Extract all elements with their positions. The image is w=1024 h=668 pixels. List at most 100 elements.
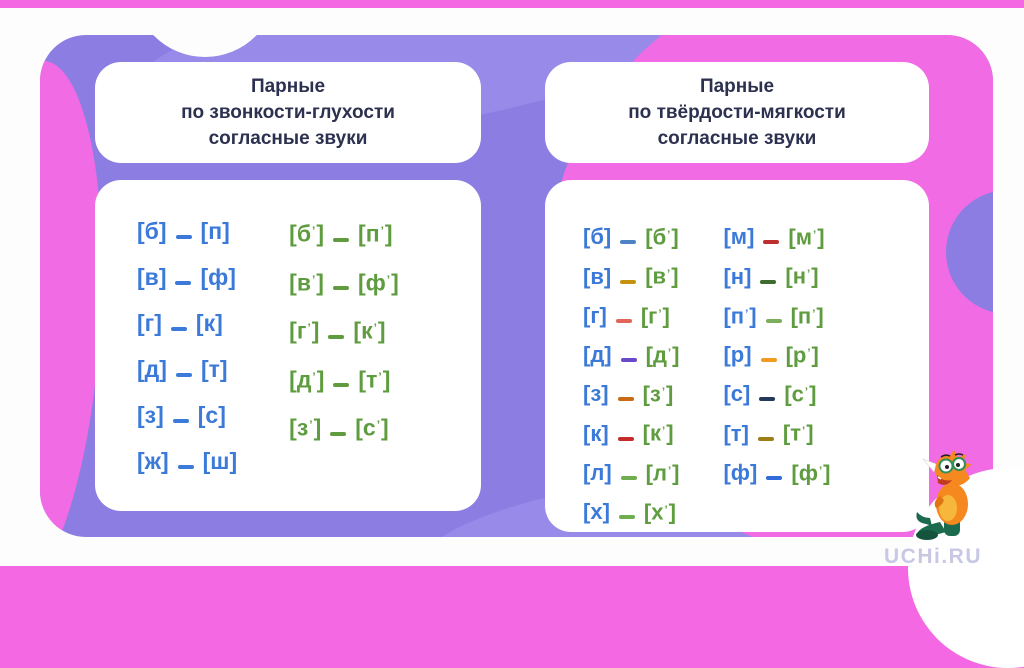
pair-dash	[765, 318, 782, 323]
pair-dash	[330, 431, 347, 436]
sound-pair: [б] [б’]	[583, 220, 679, 252]
sound-token: [с’]	[784, 381, 817, 407]
pair-dash	[170, 327, 187, 331]
sound-token: [н’]	[785, 263, 819, 289]
pair-dash	[328, 334, 345, 339]
soft-mark: ’	[818, 464, 823, 477]
sound-token: [х]	[583, 499, 610, 525]
sound-token: [б’]	[645, 224, 679, 250]
soft-mark: ’	[664, 503, 668, 516]
soft-mark: ’	[312, 369, 316, 384]
soft-mark: ’	[807, 268, 811, 281]
sound-token: [р]	[723, 342, 752, 368]
pair-dash	[763, 240, 780, 245]
sound-pair: [р] [р’]	[723, 338, 830, 370]
soft-mark: ’	[376, 418, 381, 433]
pair-dash	[618, 515, 635, 520]
pair-dash	[620, 240, 637, 245]
sound-token: [ф’]	[791, 459, 831, 485]
sound-pair: [г] [г’]	[583, 299, 679, 331]
sound-token: [г]	[583, 302, 607, 328]
pairs-column: [б] [п] [в] [ф] [г] [к] [д] [т] [з] [с] [ж] [ш]	[137, 216, 237, 476]
soft-mark: ’	[807, 346, 811, 359]
pair-dash	[760, 358, 777, 363]
soft-mark: ’	[745, 307, 749, 320]
sound-pair: [т] [т’]	[723, 416, 830, 448]
pair-dash	[175, 373, 192, 377]
pair-dash	[760, 279, 777, 284]
sound-pair: [н] [н’]	[723, 259, 830, 291]
sound-token: [л’]	[645, 459, 680, 485]
pairs-column: [б’] [п’] [в’] [ф’] [г’] [к’] [д’] [т’] [з’] [с’]	[289, 216, 399, 476]
sound-token: [к’]	[642, 420, 674, 446]
sound-token: [т]	[200, 356, 228, 382]
sound-pair: [д’] [т’]	[289, 362, 399, 395]
soft-mark: ’	[378, 369, 382, 384]
pairs-columns: [б] [б’] [в] [в’] [г] [г’] [д] [д’] [з] [з’] [к] [к…	[545, 180, 929, 527]
sound-token: [б]	[137, 218, 167, 244]
pair-dash	[333, 383, 350, 388]
sound-pair: [з] [с]	[137, 400, 237, 430]
sound-pair: [п’] [п’]	[723, 299, 830, 331]
sound-token: [п’]	[358, 220, 393, 247]
sound-token: [з’]	[289, 414, 322, 441]
soft-mark: ’	[311, 272, 316, 287]
sound-token: [ж]	[137, 448, 169, 474]
soft-mark: ’	[667, 229, 671, 241]
dino-mascot-icon	[916, 450, 972, 540]
sound-token: [ф’]	[357, 269, 399, 296]
sound-token: [т’]	[358, 366, 391, 393]
sound-pair: [з’] [с’]	[289, 410, 399, 443]
sound-pair: [х] [х’]	[583, 495, 679, 527]
sound-token: [г’]	[289, 317, 320, 344]
watermark: UCHi.RU	[884, 545, 982, 568]
sound-pair: [в] [ф]	[137, 262, 237, 292]
sound-pair: [к] [к’]	[583, 416, 679, 448]
pairs-columns: [б] [п] [в] [ф] [г] [к] [д] [т] [з] [с] [ж] [ш] [б’]…	[95, 180, 481, 476]
pair-dash	[620, 358, 637, 363]
sound-token: [д]	[137, 356, 167, 382]
pair-dash	[617, 436, 634, 441]
sound-token: [с]	[723, 381, 751, 407]
pair-dash	[617, 397, 634, 402]
soft-mark: ’	[386, 272, 391, 287]
sound-token: [д’]	[645, 342, 680, 368]
soft-mark: ’	[658, 307, 662, 320]
sound-token: [т]	[723, 420, 749, 446]
sound-pair: [г’] [к’]	[289, 313, 399, 346]
pair-dash	[175, 235, 192, 239]
sound-token: [з]	[137, 402, 164, 428]
pair-dash	[172, 419, 189, 423]
sound-token: [ф]	[200, 264, 236, 290]
sound-token: [п]	[200, 218, 230, 244]
pair-dash	[757, 436, 774, 441]
sound-pair: [в’] [ф’]	[289, 265, 399, 298]
pair-dash	[766, 475, 783, 480]
pair-dash	[620, 475, 637, 480]
sound-token: [п’]	[723, 302, 757, 328]
sound-pair: [д] [д’]	[583, 338, 679, 370]
soft-mark: ’	[380, 224, 384, 238]
sound-pair: [с] [с’]	[723, 377, 830, 409]
sound-token: [к’]	[353, 317, 386, 344]
pair-dash	[333, 237, 350, 242]
sound-token: [б]	[583, 224, 612, 250]
sound-pair: [г] [к]	[137, 308, 237, 338]
sound-token: [д]	[583, 342, 612, 368]
soft-mark: ’	[312, 224, 316, 238]
soft-mark: ’	[373, 321, 377, 336]
panel-title-hardness: Парные по твёрдости-мягкости согласные з…	[628, 75, 846, 149]
sound-token: [г]	[137, 310, 162, 336]
soft-mark: ’	[802, 425, 806, 438]
header-card-hardness: Парные по твёрдости-мягкости согласные з…	[545, 62, 929, 163]
sound-token: [с]	[197, 402, 226, 428]
sound-token: [п’]	[790, 302, 824, 328]
sound-token: [в]	[583, 263, 612, 289]
panel-title-voicing: Парные по звонкости-глухости согласные з…	[181, 75, 395, 149]
soft-mark: ’	[307, 321, 311, 336]
sound-pair: [б’] [п’]	[289, 216, 399, 249]
sound-token: [н]	[723, 263, 752, 289]
sound-pair: [ж] [ш]	[137, 446, 237, 476]
sound-token: [ф]	[723, 459, 758, 485]
soft-mark: ’	[309, 418, 313, 433]
